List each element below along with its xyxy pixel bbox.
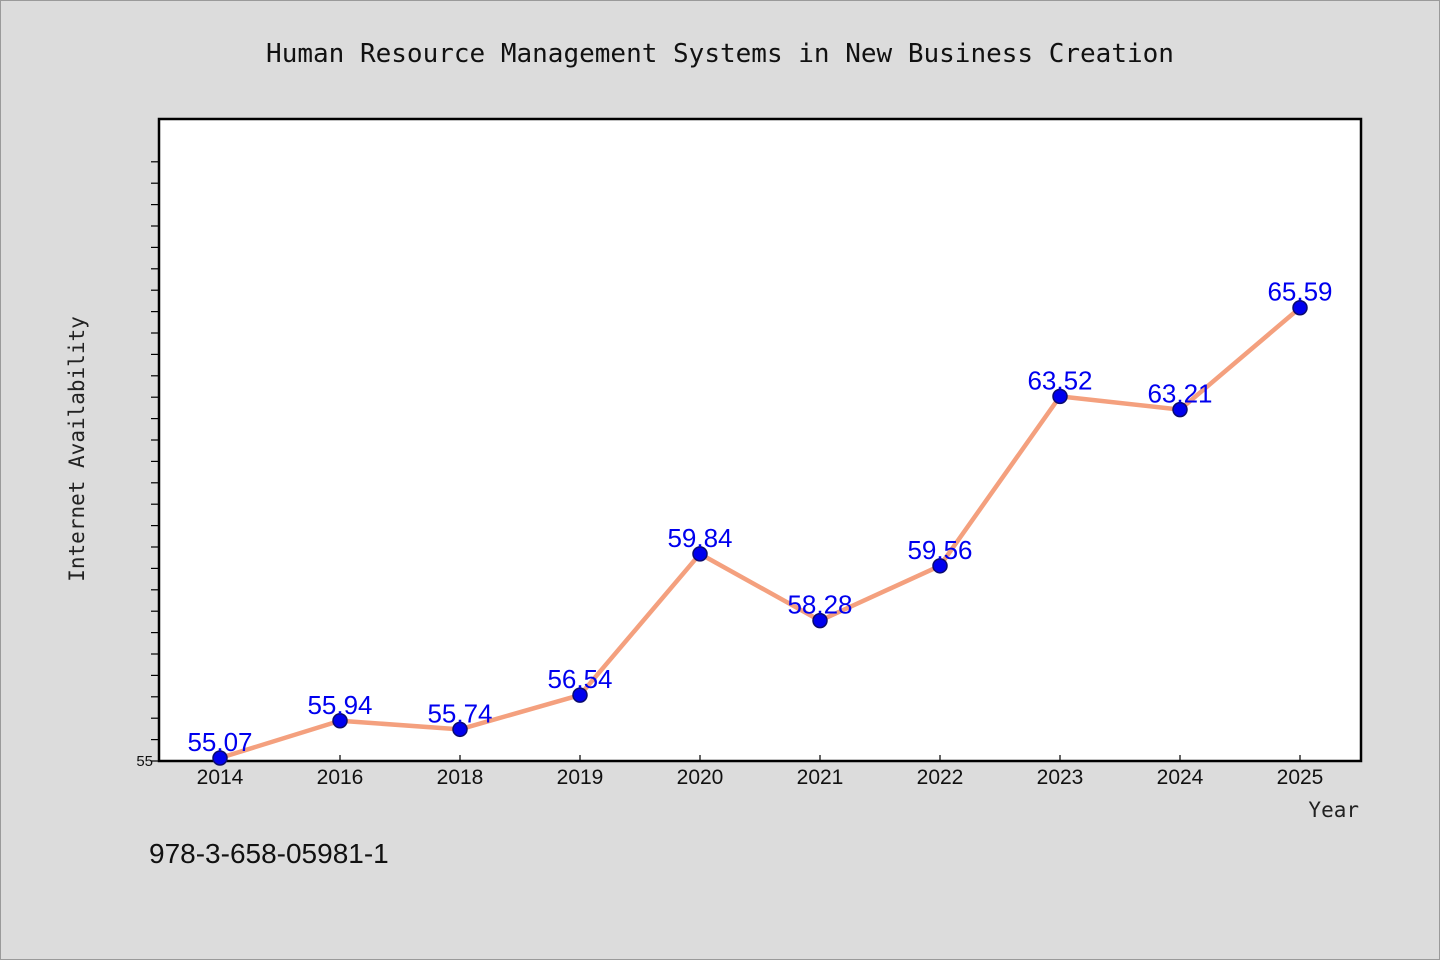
x-tick-label: 2025 xyxy=(1277,766,1324,789)
x-axis-label: Year xyxy=(1308,798,1359,822)
data-markers xyxy=(212,299,1308,766)
x-tick-label: 2023 xyxy=(1037,766,1084,789)
x-tick-label: 2021 xyxy=(797,766,844,789)
data-point-label: 56.54 xyxy=(547,664,612,694)
y-axis-label: Internet Availability xyxy=(65,316,89,582)
data-point-marker xyxy=(572,687,588,703)
data-point-marker xyxy=(1172,401,1188,418)
data-point-label: 65.59 xyxy=(1267,277,1332,307)
data-point-label: 58.28 xyxy=(787,590,852,620)
data-point-marker xyxy=(1292,299,1308,316)
data-point-label: 59.56 xyxy=(907,535,972,565)
data-point-marker xyxy=(812,612,828,629)
x-tick-label: 2020 xyxy=(677,766,724,789)
y-axis-ticks: 55 xyxy=(136,161,159,770)
data-point-label: 63.21 xyxy=(1147,379,1212,409)
data-point-label: 59.84 xyxy=(667,523,732,553)
plot-area xyxy=(157,117,1363,763)
x-axis-ticks: 2014 2016 2018 2019 2020 2021 2022 2023 2024 2025 xyxy=(197,755,1324,789)
data-point-marker xyxy=(932,558,948,574)
data-point-marker xyxy=(452,721,468,738)
series-line xyxy=(217,305,1303,761)
isbn-footer: 978-3-658-05981-1 xyxy=(149,838,389,869)
x-tick-label: 2016 xyxy=(317,766,364,789)
data-point-marker xyxy=(1052,388,1068,405)
x-tick-label: 2014 xyxy=(197,766,244,789)
data-point-label: 63.52 xyxy=(1027,365,1092,395)
data-point-marker xyxy=(332,713,348,729)
x-tick-label: 2022 xyxy=(917,766,964,789)
data-point-label: 55.94 xyxy=(307,690,372,720)
x-tick-label: 2024 xyxy=(1157,766,1204,789)
data-point-label: 55.74 xyxy=(427,698,492,728)
data-point-marker xyxy=(212,750,228,766)
data-point-label: 55.07 xyxy=(187,727,252,757)
x-tick-label: 2018 xyxy=(437,766,484,789)
y-tick-label: 55 xyxy=(136,753,153,770)
data-labels: 55.07 55.94 55.74 56.54 59.84 58.28 59.56 63.52… xyxy=(187,277,1332,757)
data-point-marker xyxy=(692,546,708,562)
chart-title: Human Resource Management Systems in New… xyxy=(266,39,1174,69)
x-tick-label: 2019 xyxy=(557,766,604,789)
